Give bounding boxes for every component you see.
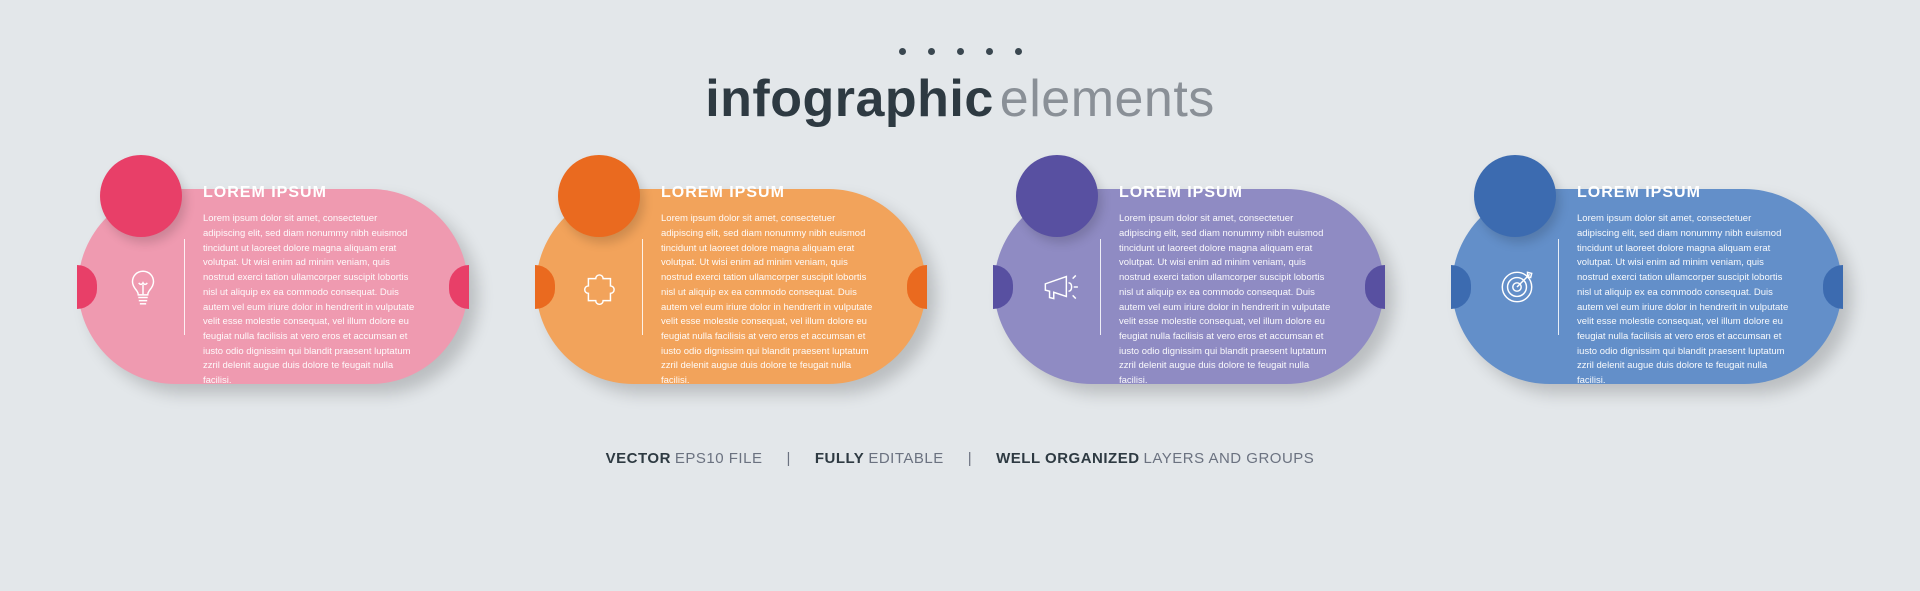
card-heading: LOREM IPSUM xyxy=(1577,184,1794,202)
puzzle-icon xyxy=(574,266,628,308)
card-2: LOREM IPSUM Lorem ipsum dolor sit amet, … xyxy=(536,189,926,384)
card-divider xyxy=(642,239,643,335)
card-text: LOREM IPSUM Lorem ipsum dolor sit amet, … xyxy=(661,184,878,389)
footer-bold: VECTOR xyxy=(606,450,671,467)
card-1: LOREM IPSUM Lorem ipsum dolor sit amet, … xyxy=(78,189,468,384)
card-3: LOREM IPSUM Lorem ipsum dolor sit amet, … xyxy=(994,189,1384,384)
footer-light: LAYERS AND GROUPS xyxy=(1144,450,1315,467)
card-4: LOREM IPSUM Lorem ipsum dolor sit amet, … xyxy=(1452,189,1842,384)
card-divider xyxy=(1558,239,1559,335)
card-body: Lorem ipsum dolor sit amet, consectetuer… xyxy=(661,212,878,389)
card-body: Lorem ipsum dolor sit amet, consectetuer… xyxy=(1577,212,1794,389)
dot xyxy=(986,48,993,55)
title-light: elements xyxy=(1000,69,1215,129)
card-accent-circle xyxy=(1016,155,1098,237)
megaphone-icon xyxy=(1032,266,1086,308)
card-body: Lorem ipsum dolor sit amet, consectetuer… xyxy=(1119,212,1336,389)
decorative-dots xyxy=(899,48,1022,55)
dot xyxy=(1015,48,1022,55)
footer-line: VECTOR EPS10 FILE | FULLY EDITABLE | WEL… xyxy=(606,450,1315,467)
card-text: LOREM IPSUM Lorem ipsum dolor sit amet, … xyxy=(203,184,420,389)
dot xyxy=(957,48,964,55)
card-heading: LOREM IPSUM xyxy=(661,184,878,202)
card-text: LOREM IPSUM Lorem ipsum dolor sit amet, … xyxy=(1119,184,1336,389)
card-text: LOREM IPSUM Lorem ipsum dolor sit amet, … xyxy=(1577,184,1794,389)
title-bold: infographic xyxy=(705,69,994,129)
footer-separator: | xyxy=(786,450,790,467)
card-divider xyxy=(1100,239,1101,335)
card-heading: LOREM IPSUM xyxy=(203,184,420,202)
page-title: infographic elements xyxy=(705,69,1215,129)
card-divider xyxy=(184,239,185,335)
card-accent-circle xyxy=(558,155,640,237)
footer-seg-1: VECTOR EPS10 FILE xyxy=(606,450,763,467)
infographic-canvas: infographic elements xyxy=(0,0,1920,591)
card-body: Lorem ipsum dolor sit amet, consectetuer… xyxy=(203,212,420,389)
cards-row: LOREM IPSUM Lorem ipsum dolor sit amet, … xyxy=(78,189,1842,384)
card-heading: LOREM IPSUM xyxy=(1119,184,1336,202)
dot xyxy=(928,48,935,55)
footer-seg-2: FULLY EDITABLE xyxy=(815,450,944,467)
footer-bold: WELL ORGANIZED xyxy=(996,450,1139,467)
card-accent-circle xyxy=(100,155,182,237)
footer-separator: | xyxy=(968,450,972,467)
dot xyxy=(899,48,906,55)
footer-light: EDITABLE xyxy=(868,450,943,467)
footer-bold: FULLY xyxy=(815,450,864,467)
lightbulb-icon xyxy=(116,266,170,308)
footer-light: EPS10 FILE xyxy=(675,450,763,467)
card-accent-circle xyxy=(1474,155,1556,237)
footer-seg-3: WELL ORGANIZED LAYERS AND GROUPS xyxy=(996,450,1314,467)
target-icon xyxy=(1490,266,1544,308)
